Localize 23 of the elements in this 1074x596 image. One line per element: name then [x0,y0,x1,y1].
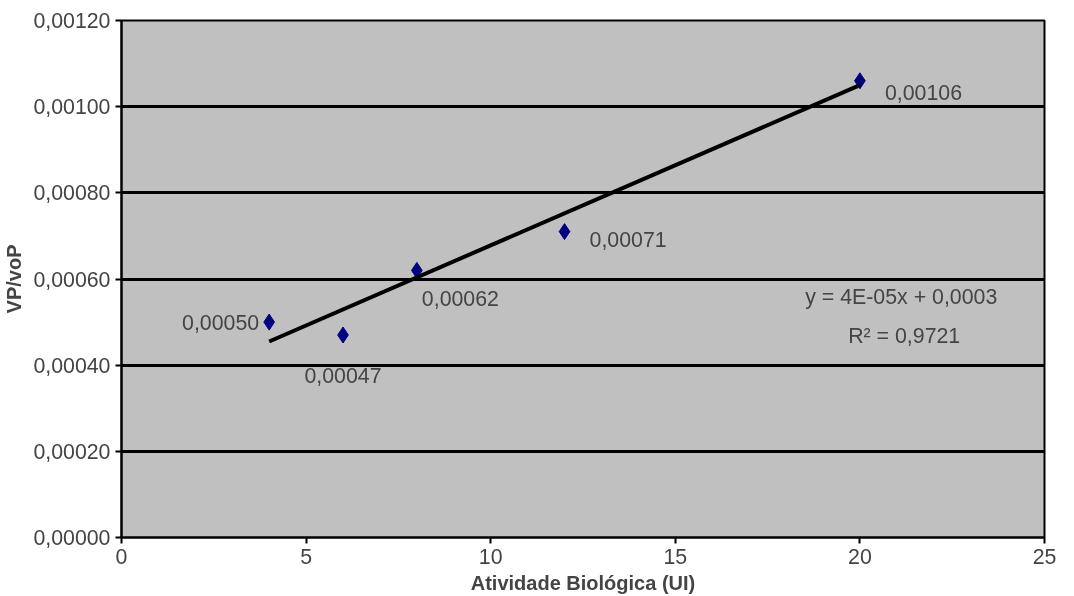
x-tick-label: 0 [115,544,128,569]
y-tick-label: 0,00020 [33,439,111,464]
data-label: 0,00050 [182,310,260,335]
x-tick-label: 5 [300,544,313,569]
y-tick-label: 0,00100 [33,95,111,120]
point [558,223,571,241]
point [263,313,276,331]
data-label: 0,00047 [304,363,382,388]
data-label: 0,00071 [589,228,667,253]
y-tick-label: 0,00120 [33,9,111,33]
annotation: y = 4E-05x + 0,0003 R² = 0,9721 [805,285,998,348]
x-tick-label: 10 [478,544,503,569]
y-tick-label: 0,00060 [33,267,111,292]
x-tick-label: 25 [1032,544,1057,569]
x-axis-title: Atividade Biológica (UI) [470,571,696,594]
y-axis-title: VP/voP [3,244,26,314]
x-tick-label: 20 [848,544,872,569]
data-label: 0,00062 [421,286,499,311]
y-tick-label: 0,00040 [33,353,111,378]
y-tick-label: 0,00080 [33,181,111,206]
x-tick-label: 15 [663,544,688,569]
y-tick-label: 0,00000 [33,526,111,550]
data-label: 0,00106 [884,81,963,106]
